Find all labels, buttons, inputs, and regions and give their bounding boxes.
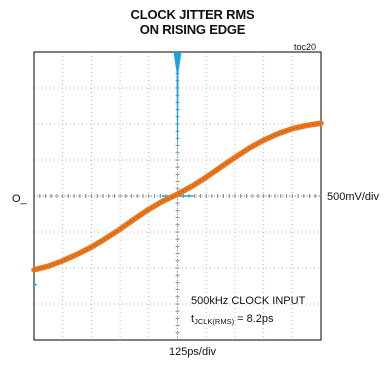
y-scale-label: 500mV/div <box>327 191 379 203</box>
x-scale-label: 125ps/div <box>168 346 217 358</box>
chart-title-line2: ON RISING EDGE <box>139 22 246 37</box>
chart-title-line1: CLOCK JITTER RMS <box>130 7 255 22</box>
figure-tag: toc20 <box>294 42 317 52</box>
signal-trace <box>31 120 324 273</box>
annotation-jitter-symbol: t <box>191 313 195 325</box>
ground-marker: O_ <box>12 193 27 205</box>
histogram-peak <box>173 52 182 158</box>
annotation-jitter-subscript: JCLK(RMS) <box>194 317 235 326</box>
annotation-jitter-value: = 8.2ps <box>234 313 274 325</box>
annotation-jitter: tJCLK(RMS) = 8.2ps <box>191 313 274 326</box>
annotation-clock-input: 500kHz CLOCK INPUT <box>191 295 306 307</box>
trigger-marker <box>34 282 37 287</box>
